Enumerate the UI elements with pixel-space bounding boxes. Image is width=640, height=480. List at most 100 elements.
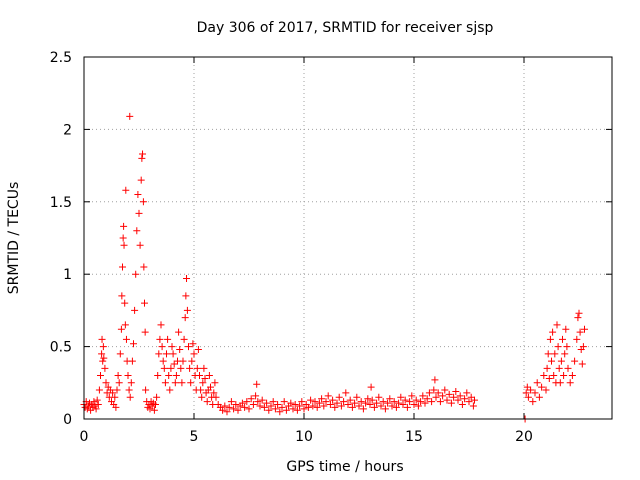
data-point [342,389,350,397]
data-point [193,364,201,372]
data-point [254,398,262,406]
grid-lines [84,57,612,419]
data-point [452,387,460,395]
data-point [417,398,425,406]
data-point [260,403,268,411]
data-point [201,374,209,382]
x-tick-label: 20 [515,429,533,445]
data-point [555,364,563,372]
data-point [158,343,166,351]
data-point [186,364,194,372]
data-point [93,396,101,404]
data-point [122,186,130,194]
data-point [135,209,143,217]
data-point [97,372,104,380]
chart-title: Day 306 of 2017, SRMTID for receiver sjs… [197,20,494,36]
data-point [120,241,128,249]
data-point [243,398,251,406]
data-point [353,393,361,401]
data-point [282,406,290,414]
data-point [238,399,246,407]
data-point [562,325,570,333]
data-point [362,399,370,407]
data-point [471,396,478,404]
data-point [309,402,317,410]
data-point [121,321,129,329]
data-point [307,396,315,404]
data-point [187,379,195,387]
data-point [205,372,213,380]
data-point [335,393,343,401]
data-point [441,386,449,394]
data-point [269,398,277,406]
data-point [102,379,110,387]
data-point [357,398,365,406]
data-point [320,402,328,410]
data-point [445,390,453,398]
data-point [575,309,583,317]
data-point [313,403,321,411]
data-point [315,399,323,407]
data-point [142,386,150,394]
data-point [434,389,442,397]
data-point [166,386,174,394]
data-point [318,395,326,403]
data-point [219,406,227,414]
data-point [111,393,119,401]
data-point [340,398,348,406]
data-point [548,357,555,365]
data-point [180,335,188,343]
data-point [348,403,356,411]
data-point [280,398,288,406]
data-point [253,380,261,388]
data-point [373,399,381,407]
data-point [425,389,433,397]
data-point [164,335,172,343]
data-point [469,402,477,410]
data-point [225,403,233,411]
y-tick-label: 0 [63,412,72,428]
data-point [181,314,189,322]
data-point [551,350,559,358]
data-point [171,379,179,387]
data-point [95,386,103,394]
data-point [544,350,552,358]
data-point [408,392,416,400]
data-point [535,393,543,401]
data-point [182,292,190,300]
data-point [533,379,541,387]
data-point [84,402,92,410]
data-point [131,306,139,314]
data-point [419,392,427,400]
x-tick-label: 10 [295,429,313,445]
data-point [175,328,183,336]
data-point [210,389,218,397]
data-point [432,393,440,401]
data-point [540,372,548,380]
axis-ticks: 0 5 10 15 20 0 0.5 1 1.5 2 2.5 [50,50,612,445]
data-point [364,395,372,403]
data-point [234,406,242,414]
data-point [189,340,197,348]
data-point [278,403,286,411]
data-point [458,401,466,409]
data-point [101,364,109,372]
data-point [370,403,378,411]
data-point [125,386,133,394]
data-point [296,402,304,410]
data-point [578,360,586,368]
data-point [289,405,297,413]
data-point [119,234,127,242]
data-point [561,350,569,358]
data-point [410,401,418,409]
data-point [230,405,238,413]
y-tick-label: 1.5 [50,195,72,211]
y-tick-label: 1 [63,267,72,283]
data-point [287,399,295,407]
data-point [293,406,301,414]
data-point [133,227,141,235]
data-point [423,395,431,403]
data-point [377,402,385,410]
x-tick-label: 15 [405,429,423,445]
data-point [178,379,186,387]
